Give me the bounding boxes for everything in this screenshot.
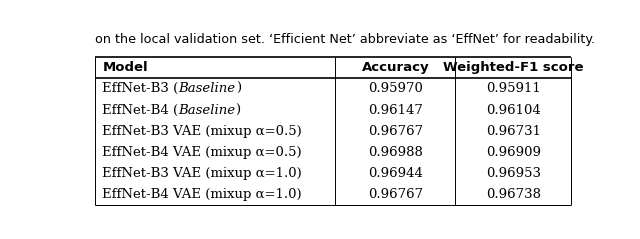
Text: EffNet-B3 VAE (mixup α=0.5): EffNet-B3 VAE (mixup α=0.5)	[102, 125, 302, 138]
Text: EffNet-B4 VAE (mixup α=1.0): EffNet-B4 VAE (mixup α=1.0)	[102, 188, 302, 201]
Text: Model: Model	[102, 61, 148, 74]
Text: 0.96988: 0.96988	[368, 146, 423, 159]
Text: Accuracy: Accuracy	[362, 61, 429, 74]
Text: 0.96731: 0.96731	[486, 125, 541, 138]
Text: 0.96767: 0.96767	[368, 188, 423, 201]
Text: EffNet-B4 (: EffNet-B4 (	[102, 104, 179, 117]
Text: 0.96738: 0.96738	[486, 188, 541, 201]
Text: 0.96944: 0.96944	[368, 167, 423, 180]
Text: Baseline: Baseline	[179, 82, 236, 95]
Text: ): )	[236, 82, 241, 95]
Text: EffNet-B4 VAE (mixup α=0.5): EffNet-B4 VAE (mixup α=0.5)	[102, 146, 302, 159]
Text: 0.95970: 0.95970	[368, 82, 423, 95]
Text: Baseline: Baseline	[179, 104, 236, 117]
Text: EffNet-B3 (: EffNet-B3 (	[102, 82, 179, 95]
Text: 0.96767: 0.96767	[368, 125, 423, 138]
Text: on the local validation set. ‘Efficient Net’ abbreviate as ‘EffNet’ for readabil: on the local validation set. ‘Efficient …	[95, 33, 595, 46]
Text: 0.96953: 0.96953	[486, 167, 541, 180]
Text: 0.95911: 0.95911	[486, 82, 541, 95]
Text: 0.96104: 0.96104	[486, 104, 541, 117]
Text: 0.96909: 0.96909	[486, 146, 541, 159]
Text: EffNet-B3 VAE (mixup α=1.0): EffNet-B3 VAE (mixup α=1.0)	[102, 167, 302, 180]
Text: 0.96147: 0.96147	[368, 104, 423, 117]
Text: ): )	[236, 104, 241, 117]
Text: Weighted-F1 score: Weighted-F1 score	[443, 61, 584, 74]
